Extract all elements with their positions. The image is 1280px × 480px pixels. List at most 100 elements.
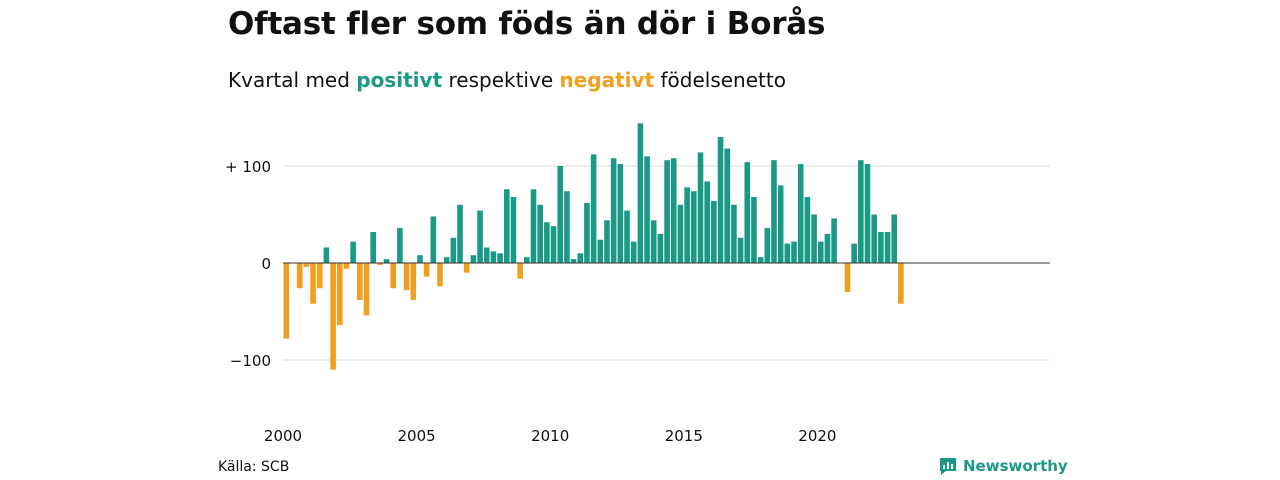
x-tick-label: 2010 <box>531 427 569 445</box>
bar <box>483 247 490 263</box>
x-tick-label: 2015 <box>665 427 703 445</box>
bar <box>303 263 310 267</box>
bar <box>878 231 884 263</box>
x-tick-label: 2000 <box>264 427 302 445</box>
y-tick-label: 0 <box>261 255 271 273</box>
bar <box>403 263 410 291</box>
bar <box>604 220 610 263</box>
bar <box>370 231 376 263</box>
bar <box>858 160 864 263</box>
bar <box>550 226 557 263</box>
bar <box>423 263 430 277</box>
bar <box>751 197 757 263</box>
bar <box>310 263 316 304</box>
bar <box>724 148 731 263</box>
bar <box>684 187 690 263</box>
bar <box>497 253 503 263</box>
bar <box>517 263 523 279</box>
subtitle-negative: negativt <box>559 68 655 92</box>
bar <box>570 259 577 263</box>
bar <box>664 160 670 263</box>
bar <box>343 263 350 269</box>
bar <box>296 263 303 289</box>
bar <box>477 210 483 263</box>
bar <box>316 263 323 289</box>
bar <box>864 164 871 263</box>
bar <box>390 263 397 289</box>
chart-title: Oftast fler som föds än dör i Borås <box>228 6 826 42</box>
bar <box>891 214 898 263</box>
bar <box>797 164 804 263</box>
bar <box>691 191 697 263</box>
x-tick-label: 2005 <box>398 427 436 445</box>
bar <box>757 257 764 263</box>
bar <box>544 222 550 263</box>
bar <box>524 257 530 263</box>
bar <box>731 204 737 263</box>
bar <box>336 263 343 326</box>
subtitle-positive: positivt <box>356 68 443 92</box>
bar <box>898 263 904 304</box>
bar <box>711 200 717 263</box>
bar <box>564 191 570 263</box>
bar <box>811 214 817 263</box>
bar <box>844 263 851 293</box>
bar <box>437 263 443 287</box>
bar <box>510 197 517 263</box>
bar <box>557 166 564 263</box>
bar <box>804 197 811 263</box>
bar <box>884 231 891 263</box>
newsworthy-logo-icon <box>940 458 956 475</box>
bar <box>383 259 390 263</box>
bar <box>791 241 797 263</box>
subtitle-suffix: födelsenetto <box>660 68 786 92</box>
bar <box>717 136 724 263</box>
bar <box>330 263 336 370</box>
y-tick-label: + 100 <box>225 158 271 176</box>
bar <box>323 247 330 263</box>
bar <box>630 241 637 263</box>
bar <box>650 220 657 263</box>
x-tick-label: 2020 <box>798 427 836 445</box>
bar <box>784 243 791 263</box>
brand-name: Newsworthy <box>963 457 1068 475</box>
bar <box>657 233 664 263</box>
bar <box>463 263 470 273</box>
bar <box>777 185 784 263</box>
bar <box>283 263 290 339</box>
source-label: Källa: SCB <box>218 459 290 475</box>
brand[interactable]: Newsworthy <box>938 456 1068 476</box>
bar <box>737 237 744 263</box>
bar <box>670 158 677 263</box>
bar <box>417 255 423 263</box>
bar <box>357 263 363 300</box>
bar <box>577 253 584 263</box>
bar <box>831 218 837 263</box>
bar <box>590 154 597 263</box>
bar <box>530 189 537 263</box>
bar <box>450 237 457 263</box>
bar <box>817 241 824 263</box>
bar <box>537 204 543 263</box>
bar <box>764 228 771 263</box>
bar <box>677 204 684 263</box>
subtitle-prefix: Kvartal med <box>228 68 350 92</box>
bar <box>704 181 710 263</box>
bar <box>443 257 450 263</box>
bar <box>644 156 650 263</box>
bar <box>624 210 630 263</box>
chart-subtitle: Kvartal med positivt respektive negativt… <box>228 68 786 92</box>
subtitle-middle: respektive <box>448 68 554 92</box>
bar <box>490 251 497 263</box>
bar <box>363 263 370 316</box>
bar <box>503 189 510 263</box>
bar <box>377 263 383 265</box>
bar <box>397 228 403 263</box>
bar <box>851 243 857 263</box>
bar <box>350 241 356 263</box>
bar <box>637 123 644 263</box>
bar <box>597 239 604 263</box>
y-tick-label: −100 <box>230 352 271 370</box>
bar <box>697 152 704 263</box>
